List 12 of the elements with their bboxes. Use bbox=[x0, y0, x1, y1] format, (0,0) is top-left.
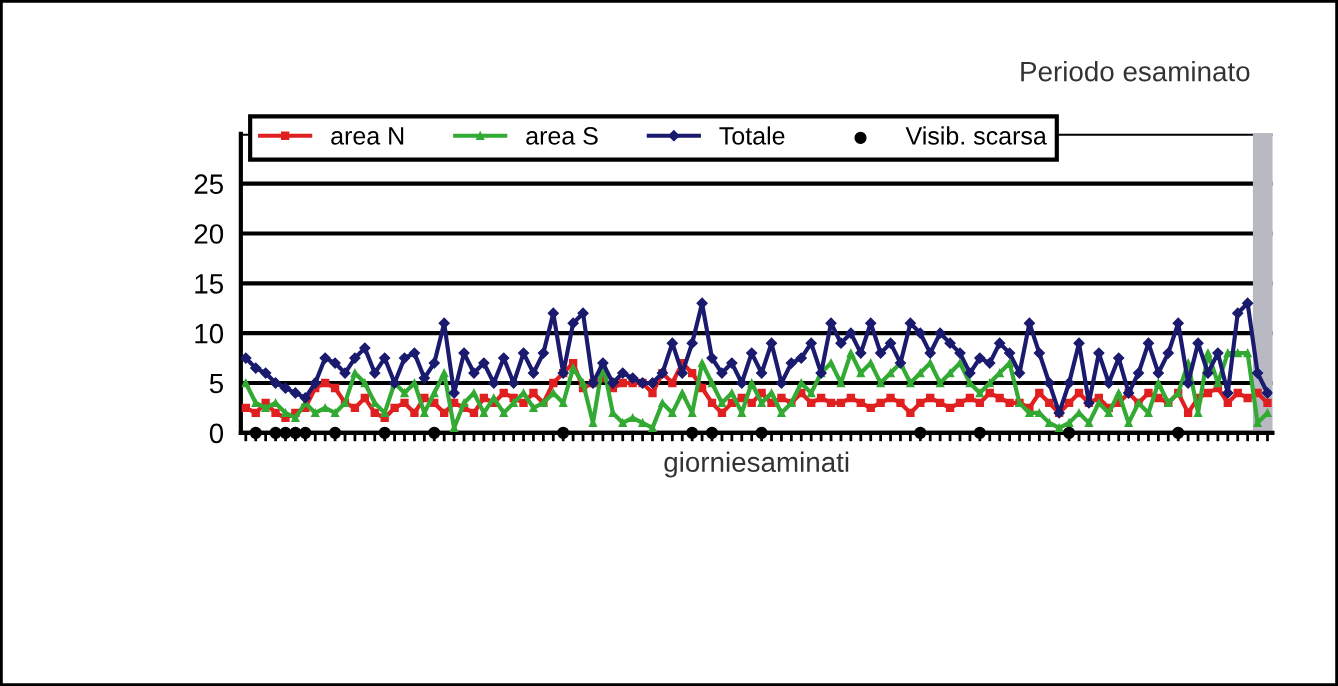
legend-label: Totale bbox=[719, 126, 785, 145]
y-tick-label: 5 bbox=[209, 373, 224, 394]
text: Periodo esaminato bbox=[1021, 61, 1250, 82]
legend-label: Visib. scarsa bbox=[905, 126, 1047, 145]
y-tick-label: 20 bbox=[194, 224, 224, 244]
x-axis-title: giorniesaminati bbox=[664, 451, 849, 478]
legend-label: area S bbox=[526, 127, 598, 145]
y-tick-label: 15 bbox=[195, 274, 224, 294]
y-tick-label: 0 bbox=[209, 423, 224, 444]
y-tick-label: 25 bbox=[194, 174, 224, 194]
y-tick-label: 10 bbox=[195, 323, 224, 344]
legend-label: area N bbox=[331, 127, 404, 145]
